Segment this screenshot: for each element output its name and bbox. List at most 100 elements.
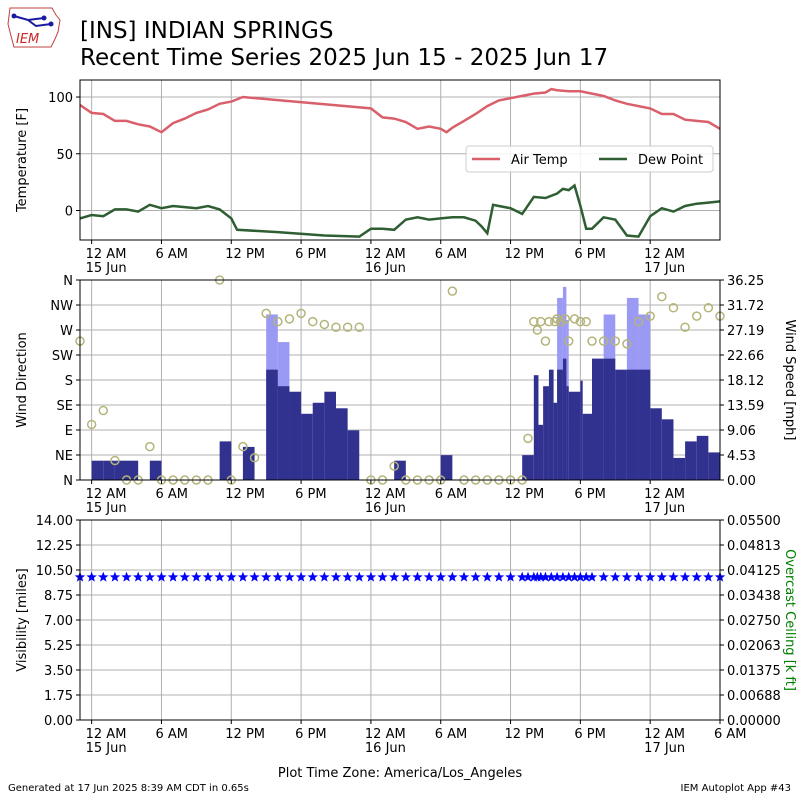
- y-tick-label: 0.00: [44, 714, 73, 729]
- visibility-marker: [435, 571, 446, 582]
- wind-direction-marker: [145, 441, 155, 452]
- wind-direction-marker: [296, 308, 306, 319]
- y-tick-label: 7.00: [44, 614, 73, 629]
- x-tick-label: 6 AM: [714, 727, 747, 742]
- x-tick-label: 12 AM: [86, 487, 127, 502]
- visibility-marker: [109, 571, 121, 582]
- y2-tick-label: 31.72: [727, 299, 764, 314]
- y2-tick-label: 0.04813: [727, 539, 781, 554]
- wind-speed-bar: [301, 413, 313, 480]
- wind-speed-bar: [91, 460, 104, 480]
- visibility-marker: [621, 571, 633, 582]
- wind-direction-marker: [532, 325, 543, 335]
- y-tick-label: 5.25: [44, 639, 73, 654]
- y2-tick-label: 13.59: [727, 399, 764, 414]
- wind-speed-bar: [522, 455, 534, 480]
- wind-speed-bar: [708, 452, 720, 480]
- visibility-marker: [156, 571, 167, 582]
- y-tick-label: W: [60, 324, 73, 339]
- station-dot-icon: [48, 21, 54, 27]
- wind-direction-marker: [563, 336, 574, 346]
- wind-direction-marker: [703, 303, 714, 313]
- x-tick-date: 16 Jun: [365, 261, 406, 276]
- wind-direction-marker: [581, 316, 591, 327]
- visibility-marker: [580, 571, 592, 582]
- y-tick-label: 100: [48, 91, 73, 106]
- wind-direction-marker: [307, 316, 318, 327]
- wind-speed-bar: [685, 441, 697, 480]
- x-tick-date: 15 Jun: [86, 741, 127, 756]
- visibility-marker: [354, 571, 365, 582]
- wind-speed-bar: [266, 369, 278, 480]
- visibility-marker: [458, 571, 470, 582]
- y2-tick-label: 4.53: [727, 449, 756, 464]
- wind-direction-marker: [560, 314, 570, 324]
- wind-speed-bar: [592, 358, 604, 480]
- visibility-marker: [703, 571, 714, 582]
- y-tick-label: S: [65, 374, 73, 389]
- wind-speed-bar: [289, 391, 302, 480]
- visibility-marker: [586, 571, 598, 582]
- x-tick-label: 6 PM: [574, 727, 605, 742]
- y2-tick-label: 0.00: [727, 474, 756, 489]
- x-tick-label: 12 PM: [225, 247, 265, 262]
- plot-frame: [79, 79, 721, 241]
- visibility-marker: [546, 571, 557, 582]
- y2-tick-label: 36.25: [727, 274, 764, 289]
- y-tick-label: 3.50: [44, 664, 73, 679]
- wind-speed-bar: [533, 375, 539, 480]
- visibility-marker: [365, 571, 377, 582]
- wind-speed-bar: [149, 460, 162, 480]
- wind-direction-marker: [622, 339, 632, 349]
- visibility-marker: [377, 571, 388, 582]
- network-icon: [13, 15, 52, 28]
- wind-direction-marker: [238, 441, 248, 452]
- visibility-marker: [226, 571, 237, 582]
- visibility-marker: [260, 571, 272, 582]
- wind-speed-bar: [562, 358, 567, 480]
- wind-direction-marker: [389, 461, 399, 471]
- wind-direction-marker: [354, 322, 365, 332]
- wind-direction-marker: [331, 322, 341, 332]
- x-tick-label: 12 AM: [86, 247, 127, 262]
- y2-tick-label: 18.12: [727, 374, 764, 389]
- visibility-marker: [307, 571, 318, 582]
- wind-direction-marker: [110, 455, 120, 466]
- visibility-marker: [575, 571, 586, 582]
- wind-direction-marker: [319, 319, 330, 330]
- wind-direction-marker: [249, 453, 260, 463]
- visibility-marker: [98, 571, 109, 582]
- y-tick-label: E: [65, 424, 73, 439]
- visibility-marker: [656, 571, 668, 582]
- generated-note: Generated at 17 Jun 2025 8:39 AM CDT in …: [8, 783, 249, 794]
- visibility-marker: [668, 571, 679, 582]
- x-tick-date: 17 Jun: [644, 741, 685, 756]
- visibility-marker: [535, 571, 547, 582]
- wind-speed-bar: [638, 369, 651, 480]
- wind-direction-marker: [540, 336, 551, 346]
- wind-direction-marker: [575, 316, 586, 327]
- y-tick-label: NE: [55, 449, 73, 464]
- air-temp-line: [80, 87, 720, 134]
- wind-speed-bar: [394, 460, 406, 480]
- visibility-marker: [400, 571, 412, 582]
- x-tick-label: 12 AM: [644, 487, 685, 502]
- y2-tick-label: 0.00688: [727, 689, 781, 704]
- wind-direction-marker: [284, 314, 295, 324]
- x-tick-label: 12 AM: [365, 487, 406, 502]
- wind-direction-marker: [569, 314, 580, 324]
- visibility-marker: [522, 571, 534, 582]
- visibility-marker: [633, 571, 644, 582]
- wind-direction-marker: [342, 322, 353, 332]
- y-tick-label: SE: [57, 399, 73, 414]
- iem-logo: IEM: [7, 7, 61, 48]
- x-tick-label: 6 PM: [574, 247, 605, 262]
- app-credit: IEM Autoplot App #43: [680, 783, 791, 794]
- x-axis-label: Plot Time Zone: America/Los_Angeles: [278, 766, 522, 781]
- visibility-marker: [598, 571, 609, 582]
- visibility-marker: [423, 571, 435, 582]
- wind-speed-bar: [568, 391, 581, 480]
- y2-tick-label: 0.04125: [727, 564, 781, 579]
- y-tick-label: 14.00: [36, 514, 73, 529]
- wind-speed-bar: [114, 460, 139, 480]
